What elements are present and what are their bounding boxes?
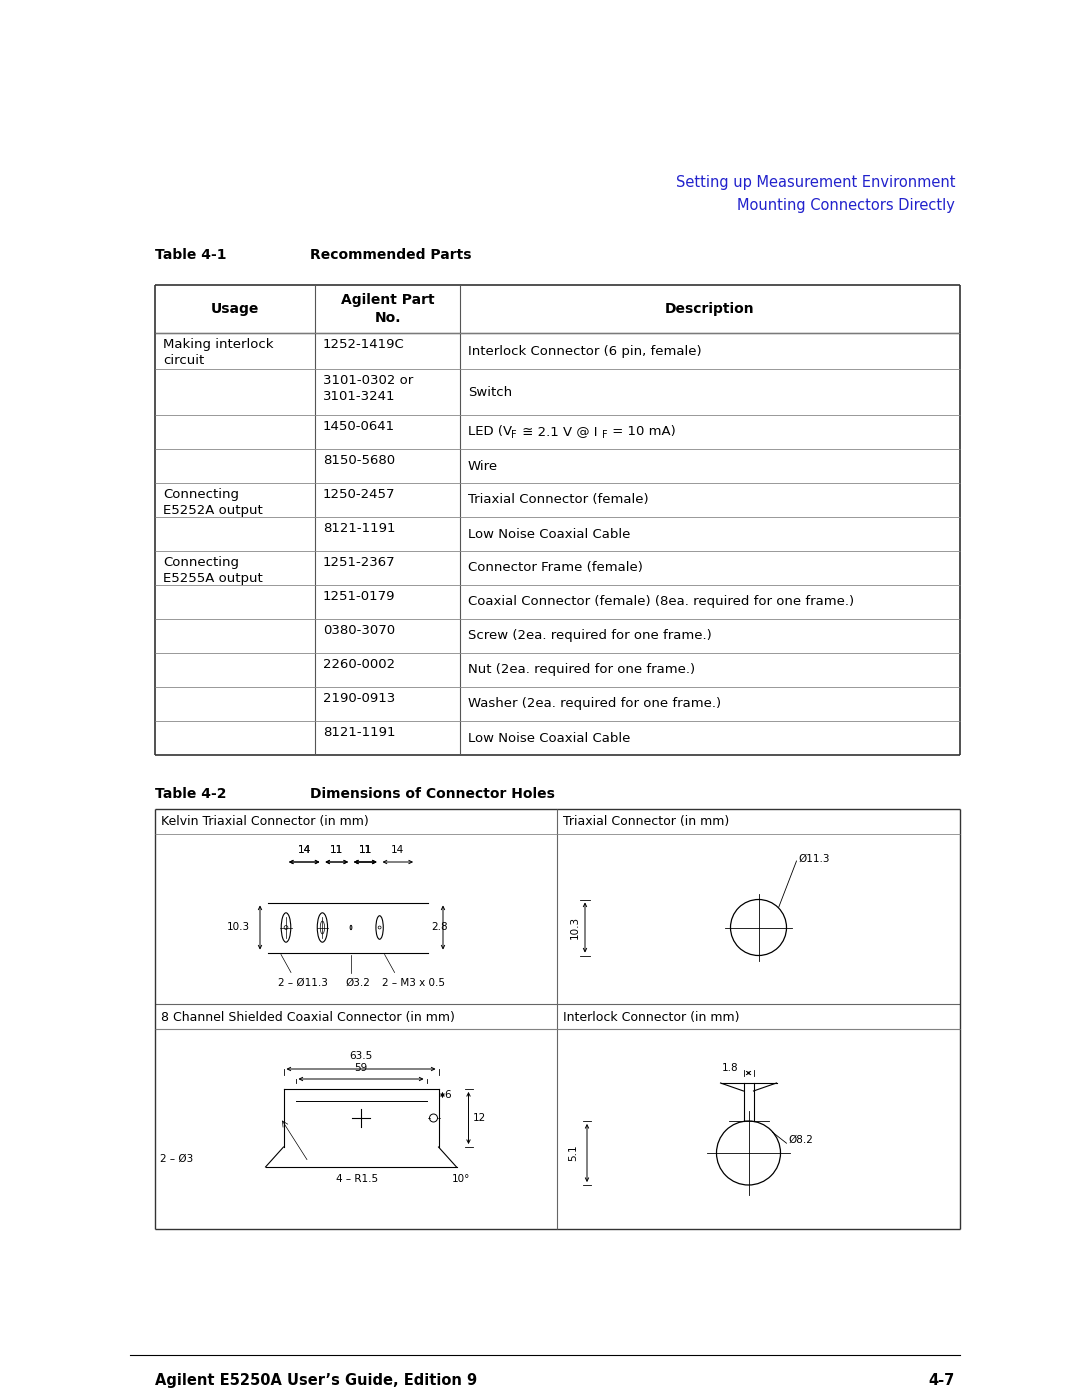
- Text: Description: Description: [665, 302, 755, 316]
- Text: 11: 11: [359, 845, 372, 855]
- Text: Connecting
E5255A output: Connecting E5255A output: [163, 556, 262, 585]
- Text: 8121-1191: 8121-1191: [323, 522, 395, 535]
- Text: Dimensions of Connector Holes: Dimensions of Connector Holes: [310, 787, 555, 800]
- Text: Connector Frame (female): Connector Frame (female): [468, 562, 643, 574]
- Text: 6: 6: [445, 1090, 451, 1099]
- Text: Making interlock
circuit: Making interlock circuit: [163, 338, 273, 367]
- Text: 1250-2457: 1250-2457: [323, 488, 395, 502]
- Text: Agilent Part
No.: Agilent Part No.: [340, 293, 434, 324]
- Text: Agilent E5250A User’s Guide, Edition 9: Agilent E5250A User’s Guide, Edition 9: [156, 1373, 477, 1389]
- Text: 11: 11: [359, 845, 372, 855]
- Text: 1450-0641: 1450-0641: [323, 420, 395, 433]
- Text: 2 – Ø3: 2 – Ø3: [160, 1154, 193, 1164]
- Text: 2260-0002: 2260-0002: [323, 658, 395, 671]
- Text: Interlock Connector (6 pin, female): Interlock Connector (6 pin, female): [468, 345, 702, 358]
- Text: Screw (2ea. required for one frame.): Screw (2ea. required for one frame.): [468, 630, 712, 643]
- Text: 1252-1419C: 1252-1419C: [323, 338, 405, 351]
- Text: Wire: Wire: [468, 460, 498, 472]
- Text: 11: 11: [330, 845, 343, 855]
- Text: Mounting Connectors Directly: Mounting Connectors Directly: [738, 198, 955, 212]
- Text: Nut (2ea. required for one frame.): Nut (2ea. required for one frame.): [468, 664, 696, 676]
- Text: 2190-0913: 2190-0913: [323, 692, 395, 705]
- Text: 1251-0179: 1251-0179: [323, 590, 395, 604]
- Text: 59: 59: [354, 1063, 367, 1073]
- Text: Table 4-2: Table 4-2: [156, 787, 227, 800]
- Text: F: F: [602, 429, 608, 440]
- Text: 14: 14: [298, 845, 311, 855]
- Text: 1.8: 1.8: [721, 1063, 738, 1073]
- Text: Recommended Parts: Recommended Parts: [310, 249, 472, 263]
- Text: 8121-1191: 8121-1191: [323, 726, 395, 739]
- Text: 11: 11: [330, 845, 343, 855]
- Text: 10.3: 10.3: [570, 916, 580, 939]
- Text: Washer (2ea. required for one frame.): Washer (2ea. required for one frame.): [468, 697, 721, 711]
- Text: Ø8.2: Ø8.2: [788, 1136, 813, 1146]
- Text: 4 – R1.5: 4 – R1.5: [336, 1173, 378, 1185]
- Text: Triaxial Connector (in mm): Triaxial Connector (in mm): [563, 816, 729, 828]
- Text: 63.5: 63.5: [349, 1051, 373, 1060]
- Text: 8150-5680: 8150-5680: [323, 454, 395, 467]
- Text: 2 – Ø11.3: 2 – Ø11.3: [278, 978, 328, 988]
- Text: Interlock Connector (in mm): Interlock Connector (in mm): [563, 1010, 740, 1024]
- Text: = 10 mA): = 10 mA): [608, 426, 676, 439]
- Text: Setting up Measurement Environment: Setting up Measurement Environment: [675, 175, 955, 190]
- Text: Low Noise Coaxial Cable: Low Noise Coaxial Cable: [468, 528, 631, 541]
- Text: 0380-3070: 0380-3070: [323, 624, 395, 637]
- Text: 11: 11: [359, 845, 372, 855]
- Text: LED (V: LED (V: [468, 426, 512, 439]
- Text: 14: 14: [391, 845, 404, 855]
- Text: 12: 12: [473, 1113, 486, 1123]
- Text: 10°: 10°: [451, 1173, 470, 1185]
- Text: 3101-0302 or
3101-3241: 3101-0302 or 3101-3241: [323, 374, 414, 402]
- Text: Switch: Switch: [468, 386, 512, 398]
- Text: Ø3.2: Ø3.2: [345, 978, 369, 988]
- Text: 1251-2367: 1251-2367: [323, 556, 395, 569]
- Text: F: F: [511, 429, 516, 440]
- Text: Low Noise Coaxial Cable: Low Noise Coaxial Cable: [468, 732, 631, 745]
- Text: 2 – M3 x 0.5: 2 – M3 x 0.5: [381, 978, 445, 988]
- Text: 8 Channel Shielded Coaxial Connector (in mm): 8 Channel Shielded Coaxial Connector (in…: [161, 1010, 455, 1024]
- Text: Ø11.3: Ø11.3: [798, 854, 831, 863]
- Text: Triaxial Connector (female): Triaxial Connector (female): [468, 493, 649, 507]
- Text: 2.8: 2.8: [431, 922, 447, 933]
- Text: Coaxial Connector (female) (8ea. required for one frame.): Coaxial Connector (female) (8ea. require…: [468, 595, 854, 609]
- Text: ≅ 2.1 V @ I: ≅ 2.1 V @ I: [518, 426, 597, 439]
- Text: 4-7: 4-7: [929, 1373, 955, 1389]
- Text: Table 4-1: Table 4-1: [156, 249, 227, 263]
- Text: 5.1: 5.1: [568, 1144, 578, 1161]
- Text: Kelvin Triaxial Connector (in mm): Kelvin Triaxial Connector (in mm): [161, 816, 368, 828]
- Text: 14: 14: [298, 845, 311, 855]
- Text: Connecting
E5252A output: Connecting E5252A output: [163, 488, 262, 517]
- Text: Usage: Usage: [211, 302, 259, 316]
- Text: 10.3: 10.3: [227, 922, 249, 933]
